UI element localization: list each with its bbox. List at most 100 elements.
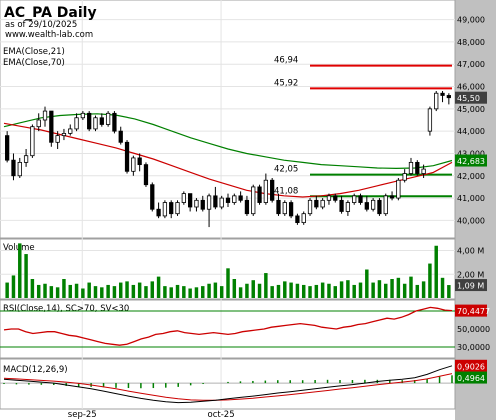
rsi-label: RSI(Close,14), SC>70, SV<30 xyxy=(3,304,129,314)
volume-bar xyxy=(251,280,255,298)
price-y-ticks: 49,000 48,000 47,000 46,000 45,000 44,000 43,0… xyxy=(457,16,485,226)
volume-bar xyxy=(182,286,186,298)
volume-bar xyxy=(295,283,300,298)
date-x-ticks: sep-25 oct-25 xyxy=(68,410,235,420)
volume-bar xyxy=(30,279,35,298)
volume-bar xyxy=(175,284,180,298)
volume-bar xyxy=(421,281,426,298)
candle-body xyxy=(358,195,363,203)
volume-bar xyxy=(62,279,66,298)
volume-bar xyxy=(163,286,167,298)
volume-bar xyxy=(257,283,262,298)
volume-bar xyxy=(264,273,268,298)
candle-body xyxy=(257,186,262,203)
candle-body xyxy=(143,164,149,186)
candle-body xyxy=(42,110,48,121)
price-tick-label: 48,000 xyxy=(457,38,485,47)
price-tick-label: 42,000 xyxy=(457,172,485,181)
volume-bar xyxy=(11,275,16,298)
candle-body xyxy=(61,132,67,137)
volume-bar xyxy=(201,286,205,298)
candle-body xyxy=(5,135,10,161)
volume-bar xyxy=(270,286,274,298)
candle-body xyxy=(402,173,407,181)
as-of-date: as of 29/10/2025 xyxy=(5,20,77,30)
volume-bar xyxy=(55,287,60,298)
date-tick-label: sep-25 xyxy=(68,410,97,420)
candle-body xyxy=(440,92,445,96)
volume-bar xyxy=(207,283,211,298)
macd-series xyxy=(0,365,455,404)
volume-bar xyxy=(377,280,382,298)
volume-bar xyxy=(232,279,237,298)
volume-bar xyxy=(150,281,155,298)
candle-body xyxy=(446,95,451,99)
candle-body xyxy=(301,213,306,224)
price-tick-label: 44,000 xyxy=(457,127,485,136)
volume-bar xyxy=(415,284,420,298)
ema21-line xyxy=(3,122,453,198)
volume-panel xyxy=(0,238,456,300)
macd-signal-line xyxy=(3,373,453,401)
rsi-series: 50,0000 30,0000 xyxy=(0,306,490,352)
candle-body xyxy=(307,199,313,215)
price-axis-strip xyxy=(455,0,496,420)
volume-bars: 4,00 M 2,00 M xyxy=(5,243,484,298)
candle-body xyxy=(99,117,104,125)
candle-body xyxy=(427,108,433,132)
price-panel xyxy=(0,0,456,239)
candle-body xyxy=(364,202,369,210)
candle-body xyxy=(105,112,111,125)
candle-body xyxy=(244,199,250,215)
volume-bar xyxy=(226,268,230,298)
candle-body xyxy=(93,117,98,130)
candle-body xyxy=(326,195,332,201)
volume-last-badge-text: 1,09 M xyxy=(457,282,484,291)
candle-body xyxy=(68,128,73,134)
volume-bar xyxy=(144,286,148,298)
volume-bar xyxy=(428,263,432,298)
price-tick-label: 46,000 xyxy=(457,83,485,92)
macd-last-badge-box xyxy=(455,359,487,372)
volume-bar xyxy=(390,279,394,298)
candle-body xyxy=(314,199,319,208)
volume-bar xyxy=(384,283,388,298)
rsi-tick-label: 30,0000 xyxy=(457,343,490,352)
candle-body xyxy=(87,112,92,130)
volume-bar xyxy=(339,281,344,298)
volume-bar xyxy=(36,284,41,298)
volume-bar xyxy=(118,282,123,298)
volume-bar xyxy=(100,287,104,298)
candle-body xyxy=(408,161,414,174)
candle-body xyxy=(295,215,300,224)
price-tick-label: 45,000 xyxy=(457,105,485,114)
candle-body xyxy=(206,195,212,210)
level-label: 46,94 xyxy=(274,56,298,66)
candle-body xyxy=(415,161,420,174)
candle-body xyxy=(30,126,35,157)
volume-bar xyxy=(68,284,72,298)
candle-body xyxy=(333,195,338,201)
volume-bar xyxy=(434,245,438,298)
candle-body xyxy=(11,159,16,177)
candle-body xyxy=(219,197,224,208)
candle-body xyxy=(225,197,231,203)
candle-body xyxy=(396,179,401,199)
volume-bar xyxy=(188,288,192,298)
candle-body xyxy=(276,199,281,215)
candle-body xyxy=(389,195,395,199)
candle-body xyxy=(434,92,439,110)
chart-title: AC_PA Daily xyxy=(4,5,97,21)
candle-body xyxy=(36,119,41,128)
rsi-panel xyxy=(0,299,456,359)
volume-bar xyxy=(24,254,28,298)
volume-bar xyxy=(131,284,136,298)
volume-bar xyxy=(447,285,451,298)
candle-body xyxy=(213,195,218,208)
rsi-last-badge-text: 70,4477 xyxy=(457,307,490,316)
volume-bar xyxy=(276,284,281,298)
candle-body xyxy=(156,208,161,217)
candle-body xyxy=(282,202,287,215)
volume-bar xyxy=(409,276,413,298)
